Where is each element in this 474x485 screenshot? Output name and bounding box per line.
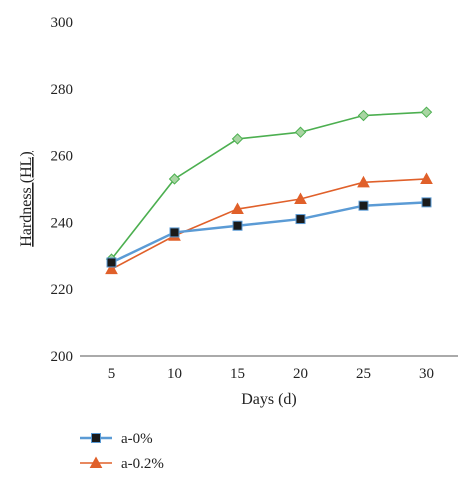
legend-label: a-0.2% — [121, 456, 164, 472]
y-tick-label: 280 — [51, 82, 74, 98]
x-tick-label: 25 — [356, 366, 371, 382]
series-1 — [106, 197, 432, 268]
legend-item: a-0% — [80, 431, 153, 447]
legend-item: a-0.2% — [80, 456, 164, 472]
data-point — [105, 262, 118, 275]
x-tick-label: 5 — [108, 366, 116, 382]
data-point — [357, 175, 370, 188]
y-tick-label: 220 — [51, 282, 74, 298]
y-axis-label: Hardness (HL) — [18, 151, 35, 247]
data-point — [294, 126, 307, 138]
data-point — [106, 257, 117, 268]
data-point — [168, 173, 181, 185]
y-tick-label: 240 — [51, 215, 74, 231]
data-point — [169, 227, 180, 238]
series-line — [111, 178, 427, 270]
x-tick-label: 15 — [230, 366, 245, 382]
x-axis-ticks: 5 10 15 20 25 30 — [108, 366, 434, 382]
x-axis-label: Days (d) — [241, 391, 297, 408]
y-tick-label: 300 — [51, 15, 74, 31]
data-point — [295, 214, 306, 225]
series-line — [110, 111, 427, 260]
legend-swatch-marker — [89, 456, 103, 468]
series-3 — [105, 106, 433, 265]
data-point — [420, 106, 433, 118]
data-point — [231, 133, 244, 145]
y-tick-label: 200 — [51, 349, 74, 365]
data-point — [231, 202, 244, 215]
data-point — [294, 192, 307, 205]
series-line — [110, 201, 427, 264]
legend: a-0% a-0.2% — [80, 431, 164, 472]
legend-swatch-marker — [91, 433, 101, 443]
data-point — [357, 109, 370, 122]
legend-label: a-0% — [121, 431, 153, 447]
y-axis-ticks: 200 220 240 260 280 300 — [51, 15, 74, 365]
data-point — [358, 200, 369, 211]
data-point — [420, 172, 433, 184]
series-group — [105, 106, 433, 275]
y-tick-label: 260 — [51, 149, 74, 165]
data-point — [232, 220, 243, 231]
x-tick-label: 30 — [419, 366, 434, 382]
data-point — [421, 197, 432, 208]
x-tick-label: 10 — [167, 366, 182, 382]
x-tick-label: 20 — [293, 366, 308, 382]
